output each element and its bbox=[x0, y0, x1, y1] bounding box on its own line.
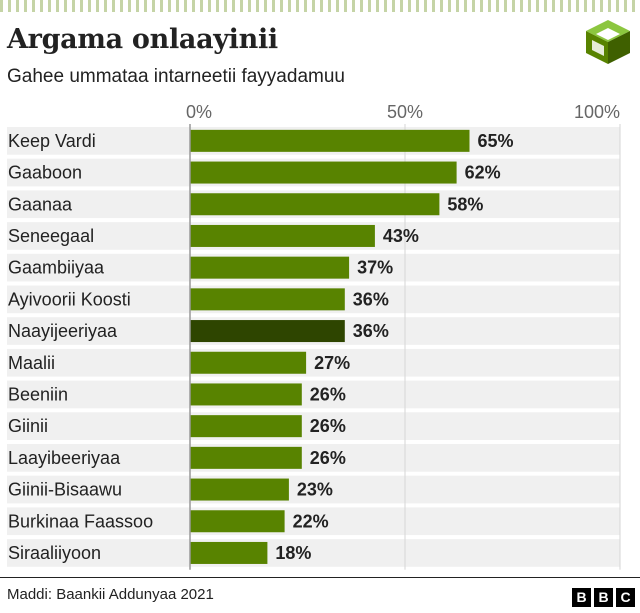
value-label: 36% bbox=[353, 289, 389, 309]
bar bbox=[190, 288, 345, 311]
value-label: 18% bbox=[275, 543, 311, 563]
row-band bbox=[7, 412, 620, 440]
value-label: 37% bbox=[357, 258, 393, 278]
chart-title: Argama onlaayinii bbox=[7, 24, 278, 55]
x-tick-label: 0% bbox=[186, 102, 212, 122]
bar bbox=[190, 193, 440, 216]
value-label: 43% bbox=[383, 226, 419, 246]
x-tick-label: 50% bbox=[387, 102, 423, 122]
bar bbox=[190, 161, 457, 184]
bbc-logo: B B C bbox=[572, 588, 635, 607]
value-label: 26% bbox=[310, 384, 346, 404]
value-label: 23% bbox=[297, 480, 333, 500]
category-label: Seneegaal bbox=[8, 226, 94, 246]
row-band bbox=[7, 380, 620, 409]
top-stripe bbox=[0, 0, 640, 12]
category-label: Beeniin bbox=[8, 384, 68, 404]
row-band bbox=[7, 475, 620, 504]
category-label: Ayivoorii Koosti bbox=[8, 289, 131, 309]
bar bbox=[190, 351, 307, 374]
category-label: Gaanaa bbox=[8, 194, 73, 214]
bar bbox=[190, 129, 470, 152]
bbc-logo-letter: B bbox=[594, 588, 613, 607]
bar bbox=[190, 415, 302, 438]
bar bbox=[190, 256, 350, 279]
category-label: Naayijeeriyaa bbox=[8, 321, 118, 341]
value-label: 26% bbox=[310, 448, 346, 468]
bar bbox=[190, 383, 302, 406]
category-label: Laayibeeriyaa bbox=[8, 448, 121, 468]
bar-chart: 0% 50% 100% Keep Vardi 65% Gaaboon 62% Gaanaa 58… bbox=[7, 102, 621, 570]
category-label: Maalii bbox=[8, 353, 55, 373]
value-label: 26% bbox=[310, 416, 346, 436]
category-label: Siraaliiyoon bbox=[8, 543, 101, 563]
category-label: Giinii bbox=[8, 416, 48, 436]
value-label: 58% bbox=[447, 194, 483, 214]
source-note: Maddi: Baankii Addunyaa 2021 bbox=[7, 586, 214, 603]
footer-divider bbox=[0, 577, 640, 578]
bar bbox=[190, 541, 268, 564]
category-label: Gaambiiyaa bbox=[8, 258, 105, 278]
bbc-logo-letter: C bbox=[616, 588, 635, 607]
bar bbox=[190, 510, 285, 533]
bbc-logo-letter: B bbox=[572, 588, 591, 607]
value-label: 27% bbox=[314, 353, 350, 373]
category-label: Giinii-Bisaawu bbox=[8, 480, 122, 500]
bar bbox=[190, 224, 375, 247]
category-label: Keep Vardi bbox=[8, 131, 96, 151]
bar bbox=[190, 446, 302, 469]
value-label: 22% bbox=[293, 511, 329, 531]
x-tick-label: 100% bbox=[574, 102, 620, 122]
row-band bbox=[7, 539, 620, 567]
value-label: 65% bbox=[478, 131, 514, 151]
row-band bbox=[7, 444, 620, 472]
row-band bbox=[7, 348, 620, 377]
chart-subtitle: Gahee ummataa intarneetii fayyadamuu bbox=[7, 66, 345, 87]
category-label: Gaaboon bbox=[8, 163, 82, 183]
value-label: 36% bbox=[353, 321, 389, 341]
category-label: Burkinaa Faassoo bbox=[8, 511, 153, 531]
bar bbox=[190, 478, 289, 501]
cube-logo-icon bbox=[582, 16, 634, 68]
row-band bbox=[7, 507, 620, 536]
bar bbox=[190, 320, 345, 343]
value-label: 62% bbox=[465, 163, 501, 183]
